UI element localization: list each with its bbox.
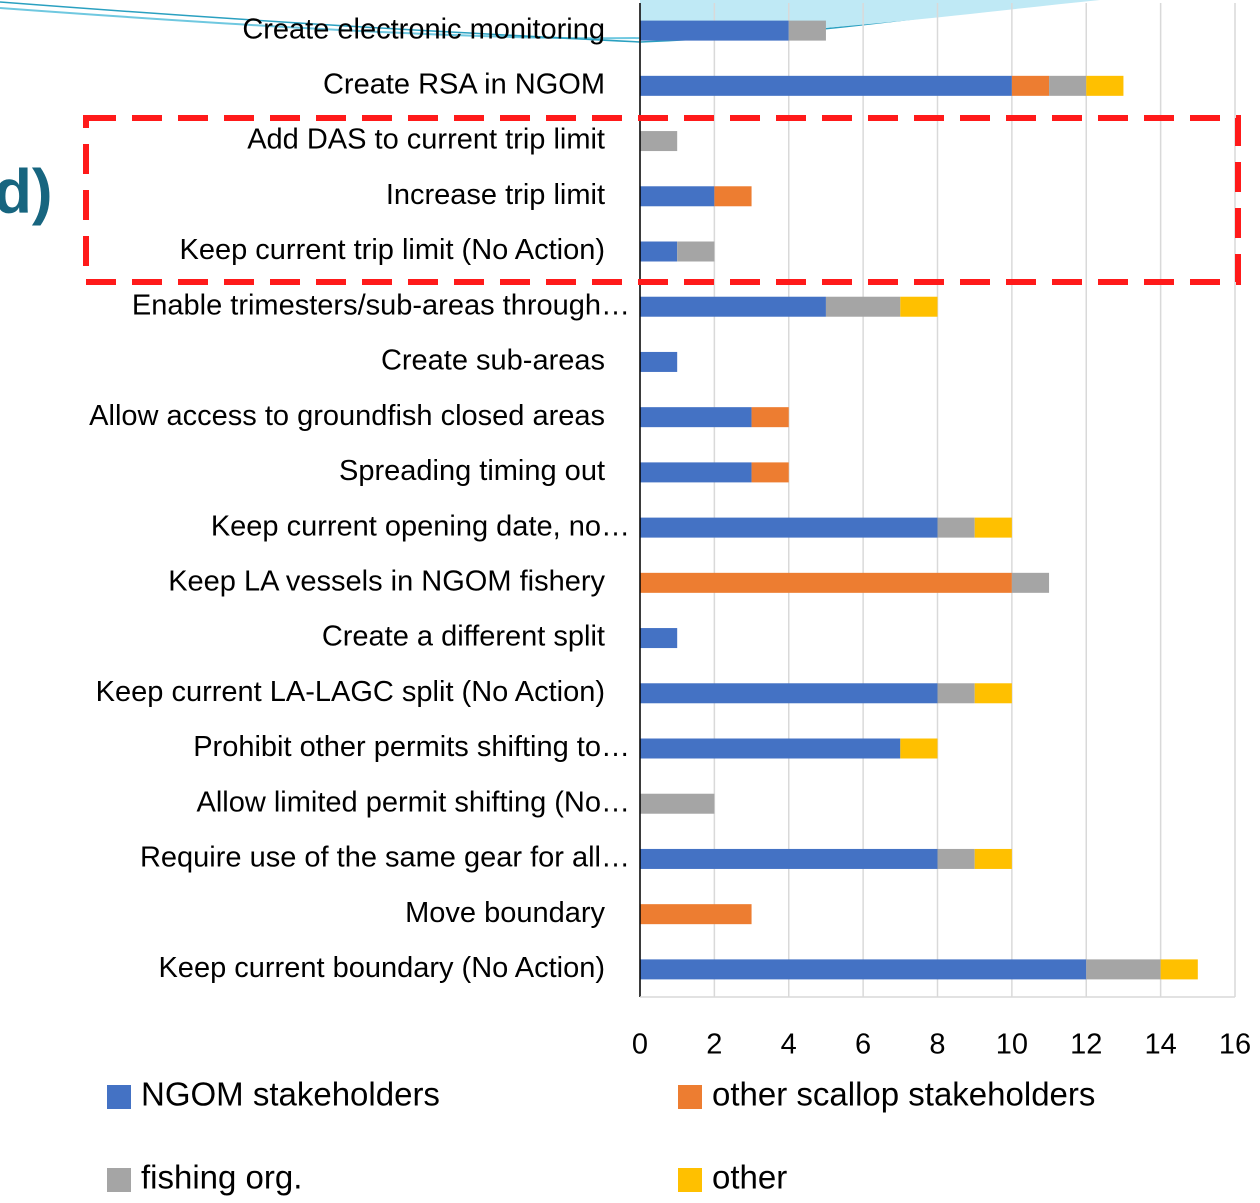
y-tick-label: Enable trimesters/sub-areas through… [132, 289, 630, 321]
bar-segment [751, 407, 789, 428]
bar-segment [1086, 75, 1124, 96]
bar-segment [640, 572, 1012, 593]
bar-segment [900, 738, 938, 759]
slide-title: d) [0, 157, 53, 226]
y-tick-label: Spreading timing out [339, 455, 605, 487]
x-tick-label: 12 [1070, 1029, 1102, 1061]
y-tick-label: Keep current trip limit (No Action) [180, 234, 605, 266]
bar-segment [1011, 572, 1050, 593]
x-tick-label: 6 [855, 1029, 871, 1061]
x-tick-label: 0 [632, 1029, 648, 1061]
x-tick-label: 2 [706, 1029, 722, 1061]
bar-segment [640, 793, 715, 814]
bar-segment [640, 738, 901, 759]
bar-segment [640, 296, 826, 317]
bar-segment [1049, 75, 1087, 96]
bar-segment [640, 186, 715, 207]
x-tick-label: 14 [1144, 1029, 1176, 1061]
bar-segment [974, 517, 1012, 538]
bar-segment [825, 296, 901, 317]
x-tick-label: 8 [929, 1029, 945, 1061]
legend-swatch [107, 1168, 131, 1192]
legend-label: other [712, 1159, 787, 1196]
y-tick-label: Allow access to groundfish closed areas [89, 400, 605, 432]
chart: 0 2 4 6 8 10 12 14 16 Create electronic monitorin… [89, 3, 1251, 1196]
bar-segment [974, 848, 1012, 869]
y-tick-label: Create sub-areas [381, 345, 605, 377]
bar-segment [640, 351, 678, 372]
y-tick-label: Keep current boundary (No Action) [158, 952, 605, 984]
bar-segment [640, 848, 938, 869]
bar-segment [640, 462, 752, 483]
bar-segment [640, 241, 678, 262]
bar-segment [677, 241, 715, 262]
legend-swatch [678, 1085, 702, 1109]
legend-label: NGOM stakeholders [141, 1076, 440, 1113]
y-tick-label: Allow limited permit shifting (No… [196, 786, 630, 818]
bar-segment [751, 462, 789, 483]
bar-segment [900, 296, 938, 317]
bar-segment [937, 517, 975, 538]
y-tick-label: Prohibit other permits shifting to… [193, 731, 630, 763]
legend-label: other scallop stakeholders [712, 1076, 1095, 1113]
y-tick-label: Create a different split [322, 621, 605, 653]
y-tick-label: Create RSA in NGOM [323, 68, 605, 100]
legend-swatch [107, 1085, 131, 1109]
bar-segment [640, 904, 752, 925]
y-tick-label: Add DAS to current trip limit [247, 124, 605, 156]
bar-segment [714, 186, 752, 207]
bar-segment [640, 959, 1087, 980]
bar-segment [937, 848, 975, 869]
bar-segment [640, 517, 938, 538]
bar-segment [640, 75, 1012, 96]
bar-segment [640, 407, 752, 428]
y-tick-label: Require use of the same gear for all… [140, 842, 630, 874]
bar-segment [640, 131, 678, 152]
bar-segment [640, 683, 938, 704]
bar-segment [1086, 959, 1161, 980]
y-tick-label: Create electronic monitoring [242, 13, 605, 45]
y-tick-label: Move boundary [405, 897, 605, 929]
bar-segment [640, 20, 789, 41]
highlight-box [83, 115, 1241, 285]
x-tick-label: 4 [781, 1029, 797, 1061]
y-tick-label: Increase trip limit [386, 179, 605, 211]
legend-swatch [678, 1168, 702, 1192]
y-tick-label: Keep current LA-LAGC split (No Action) [96, 676, 605, 708]
bar-segment [640, 628, 678, 649]
bar-segment [937, 683, 975, 704]
x-tick-label: 10 [996, 1029, 1028, 1061]
bar-segment [1011, 75, 1050, 96]
bar-segment [974, 683, 1012, 704]
y-tick-label: Keep current opening date, no… [211, 510, 630, 542]
x-tick-label: 16 [1219, 1029, 1251, 1061]
bar-segment [788, 20, 826, 41]
bar-segment [1160, 959, 1198, 980]
legend-label: fishing org. [141, 1159, 302, 1196]
y-tick-label: Keep LA vessels in NGOM fishery [168, 565, 605, 597]
